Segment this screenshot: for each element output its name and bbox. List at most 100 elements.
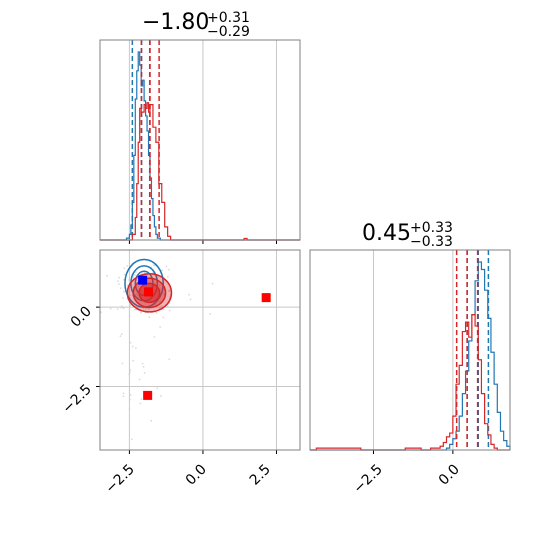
hist1-series-2-step [100,102,300,241]
scatter-sample-point [128,373,131,376]
x-tick-label-col2-1: −2.5 [350,462,385,497]
scatter-sample-point [120,333,123,336]
scatter-sample-point [119,335,122,338]
hist2-series-2-step [310,314,510,451]
scatter-sample-point [140,311,143,314]
scatter-sample-point [119,287,122,290]
scatter-sample-point [129,369,132,371]
scatter-sample-point [134,347,137,349]
x-tick-label-col1-2: 0.0 [183,462,210,489]
scatter-sample-point [209,313,211,315]
scatter-sample-point [131,438,133,441]
param1-title-main: −1.80 [142,10,209,35]
hist1-frame [99,39,301,241]
scatter-sample-point [188,293,191,296]
param1-title-sub: −0.29 [207,24,250,40]
scatter-sample-point [123,267,126,269]
scatter-sample-point [121,305,123,307]
marker-3 [261,293,271,303]
param1-title-sup: +0.31 [207,10,250,26]
scatter-sample-point [158,284,161,287]
scatter-sample-point [159,300,161,303]
marker-1 [138,275,148,285]
scatter-sample-point [123,273,126,276]
hist2-frame [309,249,511,451]
scatter-sample-point [135,292,138,295]
scatter-sample-point [140,398,143,401]
scatter-sample-point [126,264,129,267]
scatter-sample-point [165,265,168,268]
scatter-sample-point [166,275,169,278]
scatter-sample-point [109,307,112,310]
scatter-sample-point [129,394,132,396]
scatter-sample-point [144,308,147,310]
scatter-sample-point [120,306,123,309]
scatter-sample-point [106,274,108,277]
param2-title-sub: −0.33 [410,234,453,250]
scatter-sample-point [121,362,124,365]
scatter-sample-point [138,378,141,381]
scatter-sample-point [211,282,214,285]
y-tick-label-row2-1: 0.0 [68,304,95,331]
scatter-sample-point [122,392,125,395]
scatter-sample-point [148,316,151,319]
x-tick-label-col2-2: 0.0 [436,462,463,489]
scatter-sample-point [132,359,135,362]
scatter-sample-point [168,268,170,271]
scatter-sample-point [159,326,162,328]
scatter-sample-point [134,308,136,311]
scatter-panel [96,249,301,454]
param2-title-main: 0.45 [362,221,411,246]
scatter-sample-point [168,309,171,312]
scatter-sample-point [153,336,156,338]
hist2-series-1-step [310,261,511,451]
scatter-sample-point [150,419,153,422]
scatter-sample-point [142,365,145,368]
scatter-sample-point [160,305,163,307]
scatter-sample-point [128,315,131,318]
scatter-sample-point [129,341,132,344]
scatter-sample-point [116,308,119,311]
scatter-sample-point [129,398,131,401]
scatter-sample-point [166,305,169,308]
param1-title: −1.80 [142,10,209,35]
x-tick-label-col1-3: 2.5 [247,462,274,489]
scatter-sample-point [147,308,150,310]
histogram-param2 [309,249,511,454]
scatter-sample-point [131,345,134,348]
scatter-sample-point [117,280,119,283]
scatter-sample-point [168,290,170,293]
scatter-sample-point [143,271,146,274]
scatter-sample-point [141,362,144,365]
marker-4 [143,390,153,400]
scatter-sample-point [118,276,120,279]
scatter-sample-point [156,387,159,390]
scatter-sample-point [136,294,139,297]
scatter-sample-point [122,307,125,310]
scatter-sample-point [162,316,165,319]
scatter-sample-point [189,298,192,301]
param2-title: 0.45 [362,221,411,246]
scatter-sample-point [161,269,164,272]
scatter-frame [99,249,301,451]
param2-title-sup: +0.33 [410,220,453,236]
scatter-sample-point [159,395,162,397]
scatter-sample-point [132,276,135,279]
scatter-sample-point [128,294,131,297]
scatter-sample-point [135,271,137,274]
scatter-sample-point [122,395,125,398]
scatter-sample-point [128,279,130,281]
scatter-sample-point [168,358,171,361]
scatter-sample-point [129,371,131,374]
y-tick-label-row2-2: −2.5 [59,382,94,417]
histogram-param1 [99,39,301,244]
scatter-sample-point [122,297,124,299]
scatter-sample-point [118,283,120,285]
x-tick-label-col1-1: −2.5 [102,462,137,497]
scatter-sample-point [123,290,125,293]
scatter-sample-point [143,371,146,374]
scatter-sample-point [128,408,131,410]
marker-2 [144,287,154,297]
hist1-series-1-step [100,51,300,241]
